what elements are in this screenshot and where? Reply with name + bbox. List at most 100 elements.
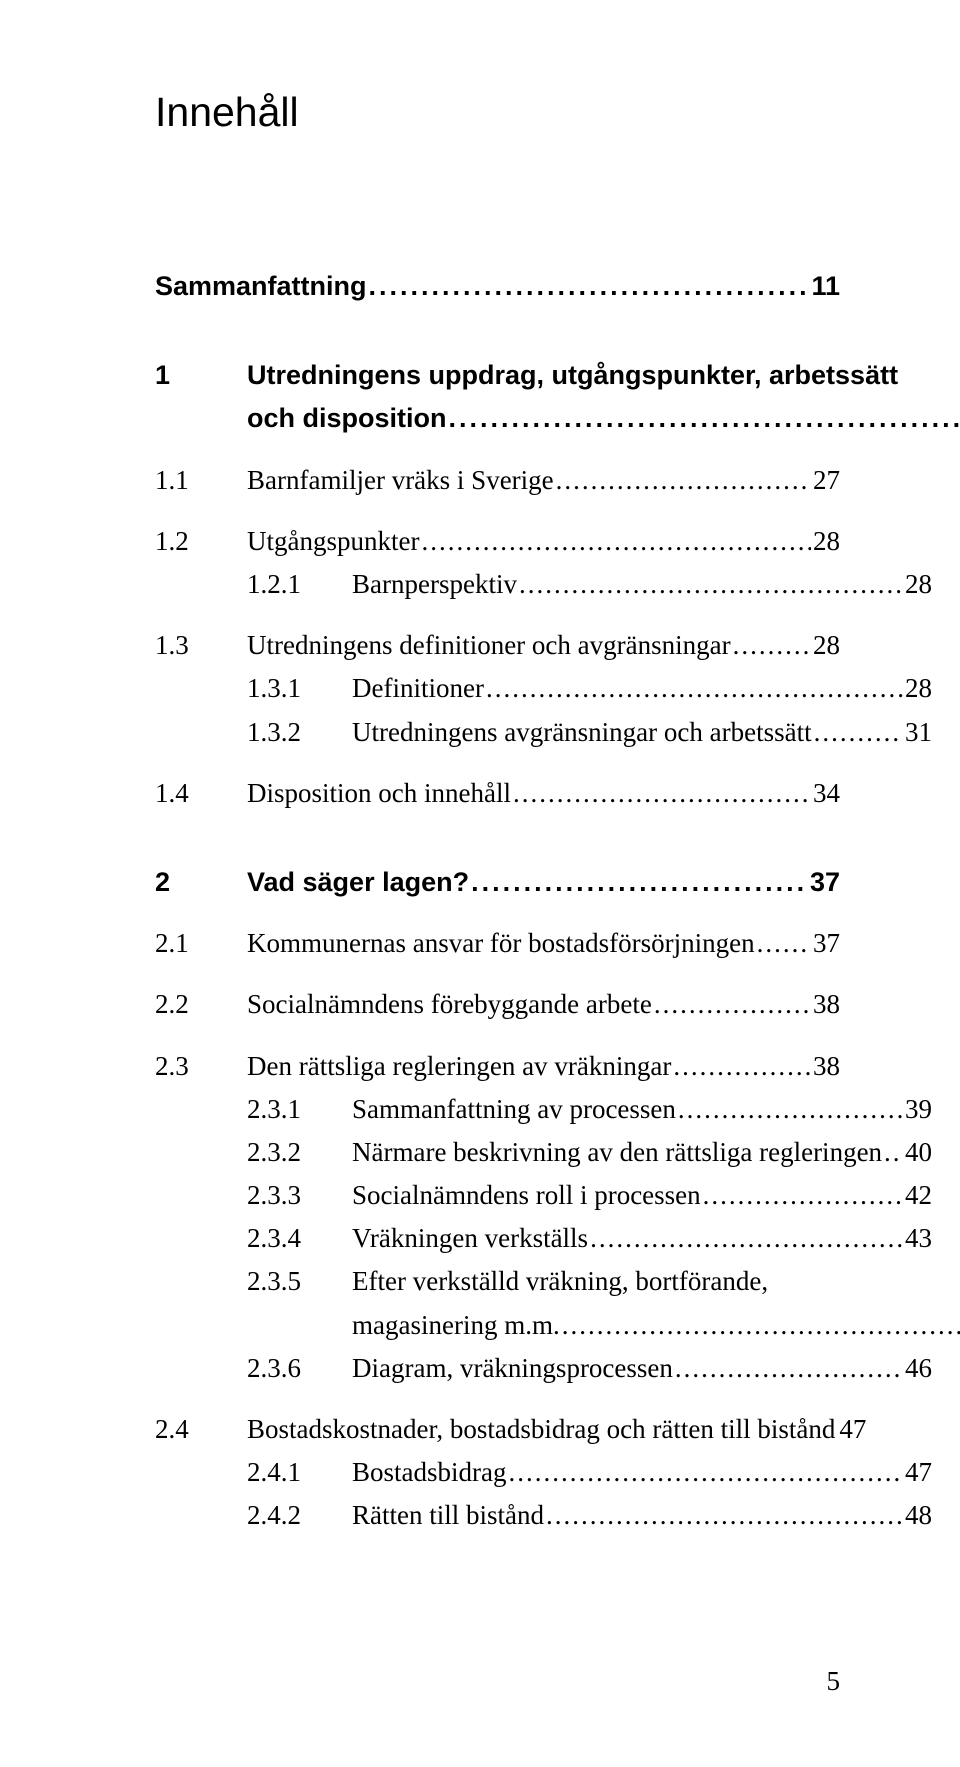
toc-number: 2.4 bbox=[155, 1408, 247, 1451]
toc-leader bbox=[884, 1131, 903, 1174]
toc-label: Socialnämndens förebyggande arbete bbox=[247, 983, 652, 1026]
toc-label-line2: och disposition bbox=[247, 397, 447, 440]
toc-page: 42 bbox=[905, 1174, 932, 1217]
toc-label: Bostadskostnader, bostadsbidrag och rätt… bbox=[247, 1408, 835, 1451]
toc-label: Diagram, vräkningsprocessen bbox=[352, 1347, 673, 1390]
toc-entry: 2.3.6 Diagram, vräkningsprocessen 46 bbox=[247, 1347, 932, 1390]
toc-number: 2.3.3 bbox=[247, 1174, 352, 1217]
toc-label-line1: Utredningens uppdrag, utgångspunkter, ar… bbox=[247, 354, 960, 397]
toc-number: 2 bbox=[155, 861, 247, 904]
toc-label: Bostadsbidrag bbox=[352, 1451, 507, 1494]
toc-number: 2.4.2 bbox=[247, 1494, 352, 1537]
toc-label: Definitioner bbox=[352, 667, 484, 710]
toc-entry: 2.4.1 Bostadsbidrag 47 bbox=[247, 1451, 932, 1494]
page-title: Innehåll bbox=[155, 90, 840, 135]
toc-number: 1.2.1 bbox=[247, 563, 352, 606]
toc-label: Disposition och innehåll bbox=[247, 772, 511, 815]
toc-page: 47 bbox=[839, 1408, 866, 1451]
toc-entry: 2.1 Kommunernas ansvar för bostadsförsör… bbox=[155, 922, 840, 965]
toc-number: 2.3.1 bbox=[247, 1088, 352, 1131]
toc-entry: 2.3.2 Närmare beskrivning av den rättsli… bbox=[247, 1131, 932, 1174]
toc-leader bbox=[509, 1451, 904, 1494]
toc-page: 34 bbox=[813, 772, 840, 815]
toc-entry: 1.1 Barnfamiljer vräks i Sverige 27 bbox=[155, 459, 840, 502]
toc-leader bbox=[703, 1174, 903, 1217]
toc-page: 39 bbox=[905, 1088, 932, 1131]
toc-entry: 2.3.5 Efter verkställd vräkning, bortför… bbox=[247, 1260, 840, 1346]
toc-leader bbox=[673, 1045, 811, 1088]
toc-leader bbox=[814, 711, 903, 754]
toc-entry: 1.2.1 Barnperspektiv 28 bbox=[247, 563, 932, 606]
toc-page: 28 bbox=[813, 520, 840, 563]
toc-label: Sammanfattning av processen bbox=[352, 1088, 676, 1131]
toc-number: 1 bbox=[155, 354, 247, 397]
toc-leader bbox=[471, 861, 808, 904]
toc-number: 2.3.5 bbox=[247, 1260, 352, 1303]
toc-entry: 2.3 Den rättsliga regleringen av vräknin… bbox=[155, 1045, 840, 1088]
toc-leader bbox=[519, 563, 903, 606]
toc-leader bbox=[556, 459, 811, 502]
table-of-contents: Sammanfattning 11 1 Utredningens uppdrag… bbox=[155, 265, 840, 1538]
toc-label: Socialnämndens roll i processen bbox=[352, 1174, 701, 1217]
toc-leader bbox=[421, 520, 811, 563]
toc-leader bbox=[590, 1217, 903, 1260]
toc-leader bbox=[678, 1088, 903, 1131]
toc-entry: 2.4.2 Rätten till bistånd 48 bbox=[247, 1494, 932, 1537]
toc-label: Utgångspunkter bbox=[247, 520, 419, 563]
toc-entry: 2.3.1 Sammanfattning av processen 39 bbox=[247, 1088, 932, 1131]
toc-entry: 1.3.2 Utredningens avgränsningar och arb… bbox=[247, 711, 932, 754]
toc-entry: 2.3.4 Vräkningen verkställs 43 bbox=[247, 1217, 932, 1260]
toc-leader bbox=[654, 983, 811, 1026]
toc-leader bbox=[562, 1304, 960, 1347]
toc-entry: 1.2 Utgångspunkter 28 bbox=[155, 520, 840, 563]
toc-label-line1: Efter verkställd vräkning, bortförande, bbox=[352, 1260, 960, 1303]
toc-leader bbox=[486, 667, 903, 710]
toc-leader bbox=[733, 624, 811, 667]
toc-entry-chapter-2: 2 Vad säger lagen? 37 bbox=[155, 861, 840, 904]
toc-label: Vad säger lagen? bbox=[247, 861, 469, 904]
toc-page: 37 bbox=[813, 922, 840, 965]
toc-page: 28 bbox=[813, 624, 840, 667]
toc-number: 2.3.2 bbox=[247, 1131, 352, 1174]
toc-entry-chapter-1: 1 Utredningens uppdrag, utgångspunkter, … bbox=[155, 354, 840, 440]
toc-label: Sammanfattning bbox=[155, 265, 367, 308]
toc-label: Utredningens avgränsningar och arbetssät… bbox=[352, 711, 812, 754]
toc-label-line2: magasinering m.m. bbox=[352, 1304, 560, 1347]
toc-number: 2.3.4 bbox=[247, 1217, 352, 1260]
toc-page: 38 bbox=[813, 1045, 840, 1088]
toc-number: 1.3 bbox=[155, 624, 247, 667]
toc-label: Rätten till bistånd bbox=[352, 1494, 544, 1537]
toc-page: 38 bbox=[813, 983, 840, 1026]
toc-entry: 1.3.1 Definitioner 28 bbox=[247, 667, 932, 710]
toc-label: Barnperspektiv bbox=[352, 563, 517, 606]
toc-leader bbox=[449, 397, 960, 440]
toc-page: 28 bbox=[905, 563, 932, 606]
toc-leader bbox=[369, 265, 810, 308]
toc-label: Vräkningen verkställs bbox=[352, 1217, 588, 1260]
toc-entry: 1.3 Utredningens definitioner och avgrän… bbox=[155, 624, 840, 667]
toc-leader bbox=[546, 1494, 903, 1537]
toc-label: Den rättsliga regleringen av vräkningar bbox=[247, 1045, 671, 1088]
toc-page: 27 bbox=[813, 459, 840, 502]
toc-number: 1.1 bbox=[155, 459, 247, 502]
toc-entry: 2.4 Bostadskostnader, bostadsbidrag och … bbox=[155, 1408, 840, 1451]
page-number: 5 bbox=[827, 1666, 841, 1697]
toc-number: 1.3.2 bbox=[247, 711, 352, 754]
toc-entry: 2.3.3 Socialnämndens roll i processen 42 bbox=[247, 1174, 932, 1217]
toc-leader bbox=[757, 922, 811, 965]
toc-page: 43 bbox=[905, 1217, 932, 1260]
toc-page: 37 bbox=[810, 861, 840, 904]
toc-page: 48 bbox=[905, 1494, 932, 1537]
toc-label: Närmare beskrivning av den rättsliga reg… bbox=[352, 1131, 882, 1174]
toc-label: Barnfamiljer vräks i Sverige bbox=[247, 459, 554, 502]
toc-page: 47 bbox=[905, 1451, 932, 1494]
toc-number: 2.3 bbox=[155, 1045, 247, 1088]
toc-entry: 2.2 Socialnämndens förebyggande arbete 3… bbox=[155, 983, 840, 1026]
toc-page: 31 bbox=[905, 711, 932, 754]
toc-entry-sammanfattning: Sammanfattning 11 bbox=[155, 265, 840, 308]
toc-page: 11 bbox=[811, 265, 840, 308]
toc-leader bbox=[513, 772, 811, 815]
page: Innehåll Sammanfattning 11 1 Utredningen… bbox=[0, 0, 960, 1767]
toc-number: 1.4 bbox=[155, 772, 247, 815]
toc-number: 2.2 bbox=[155, 983, 247, 1026]
